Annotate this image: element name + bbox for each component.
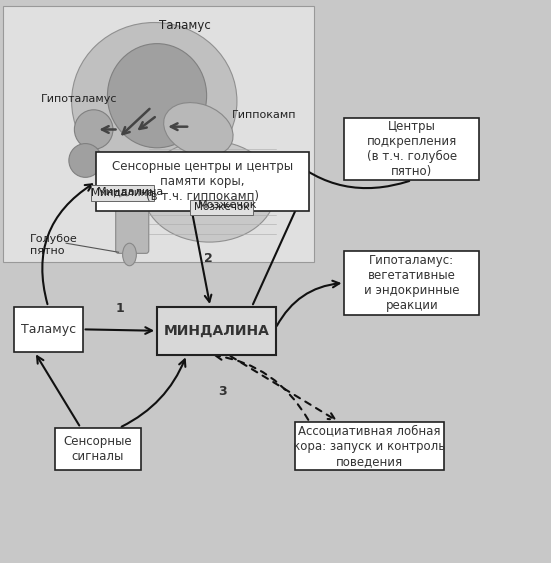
FancyBboxPatch shape: [344, 251, 479, 315]
Ellipse shape: [143, 141, 276, 242]
Text: Гиппокамп: Гиппокамп: [231, 110, 296, 120]
FancyBboxPatch shape: [344, 118, 479, 180]
FancyBboxPatch shape: [116, 175, 149, 253]
FancyBboxPatch shape: [96, 152, 309, 211]
FancyBboxPatch shape: [295, 422, 444, 470]
Text: Центры
подкрепления
(в т.ч. голубое
пятно): Центры подкрепления (в т.ч. голубое пятн…: [367, 120, 457, 178]
FancyBboxPatch shape: [157, 307, 276, 355]
Ellipse shape: [122, 243, 136, 266]
Text: Ассоциативная лобная
кора: запуск и контроль
поведения: Ассоциативная лобная кора: запуск и конт…: [293, 425, 445, 468]
Text: 3: 3: [218, 385, 226, 398]
Ellipse shape: [72, 23, 237, 180]
Circle shape: [69, 144, 102, 177]
Text: 1: 1: [116, 302, 124, 315]
Text: Гипоталамус:
вегетативные
и эндокринные
реакции: Гипоталамус: вегетативные и эндокринные …: [364, 254, 460, 312]
Text: Миндалина: Миндалина: [91, 188, 154, 198]
Text: Мозжечок: Мозжечок: [198, 200, 258, 211]
Text: Таламус: Таламус: [159, 19, 210, 32]
Text: Мозжечок: Мозжечок: [194, 203, 250, 212]
FancyBboxPatch shape: [14, 307, 83, 352]
Ellipse shape: [107, 44, 207, 148]
Ellipse shape: [164, 102, 233, 157]
Text: Голубое
пятно: Голубое пятно: [30, 234, 78, 256]
FancyBboxPatch shape: [55, 428, 141, 470]
Text: 2: 2: [204, 252, 213, 266]
FancyBboxPatch shape: [3, 6, 314, 262]
Text: Сенсорные центры и центры
памяти коры,
(в т.ч. гиппокамп): Сенсорные центры и центры памяти коры, (…: [112, 160, 293, 203]
Text: МИНДАЛИНА: МИНДАЛИНА: [163, 324, 269, 338]
Text: Таламус: Таламус: [20, 323, 76, 336]
Ellipse shape: [74, 110, 113, 149]
Text: Миндалина: Миндалина: [96, 186, 164, 196]
FancyBboxPatch shape: [190, 200, 253, 215]
Text: Гипоталамус: Гипоталамус: [41, 93, 118, 104]
FancyBboxPatch shape: [91, 185, 154, 201]
Text: Сенсорные
сигналы: Сенсорные сигналы: [63, 435, 132, 463]
